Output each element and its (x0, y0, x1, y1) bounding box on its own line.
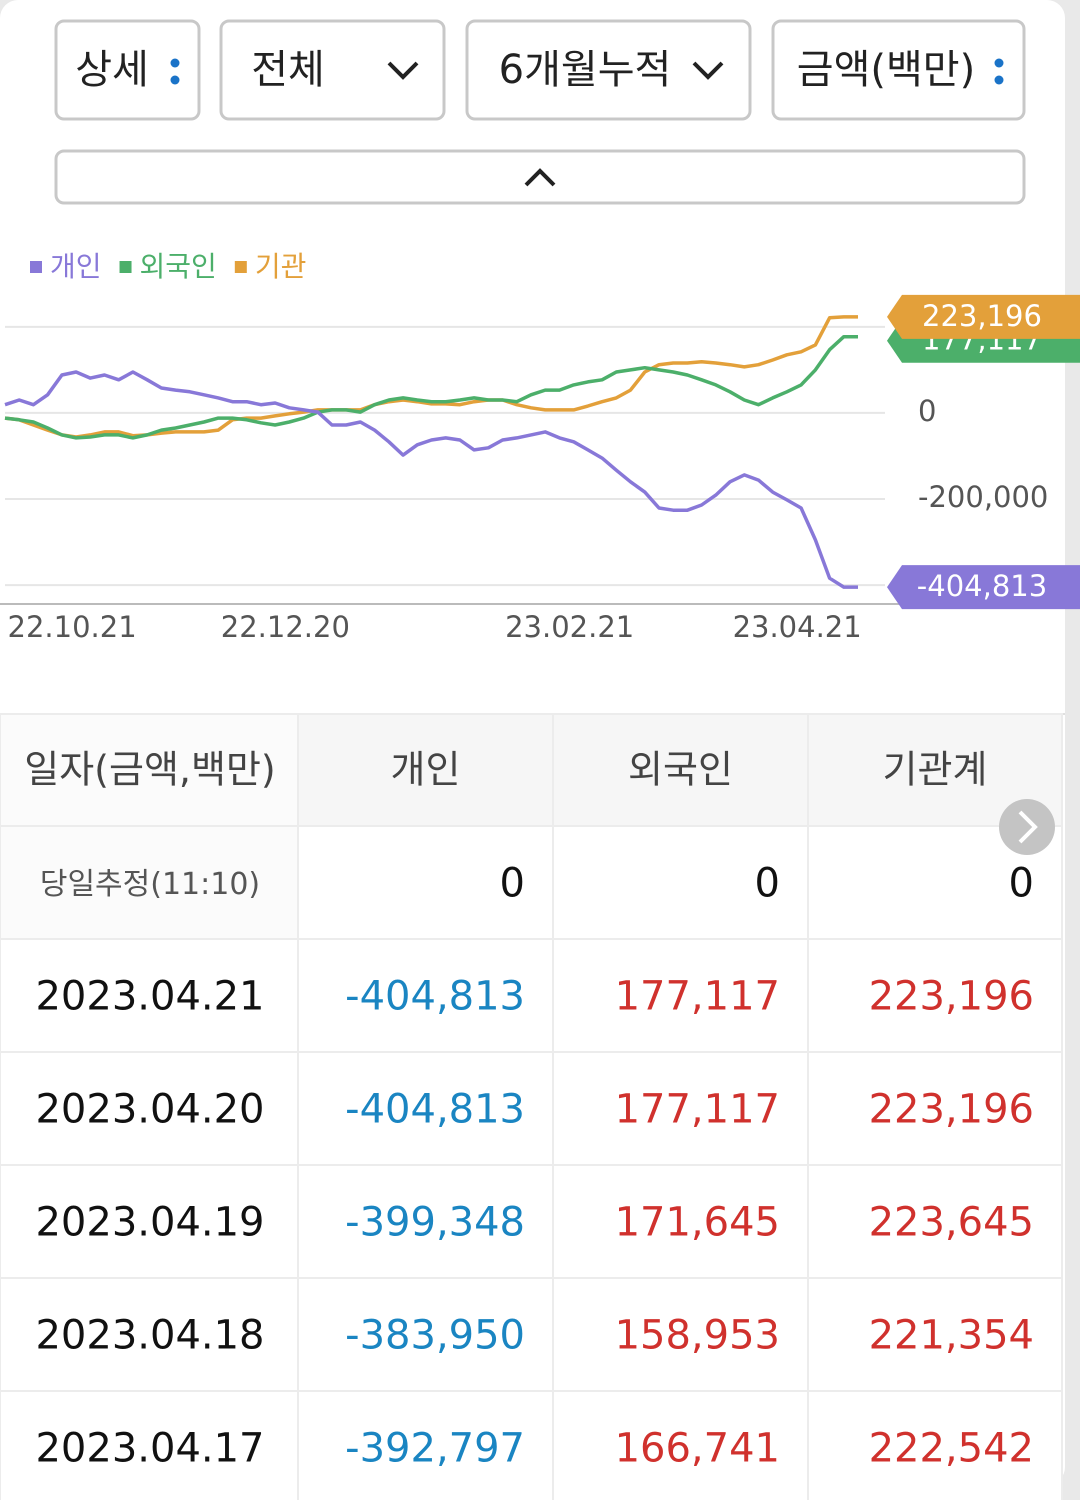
x-tick-label: 22.12.20 (221, 610, 350, 644)
amount: 0 (1009, 861, 1034, 907)
amount: 0 (755, 861, 780, 907)
legend-label: 기관 (255, 250, 307, 283)
date-label: 2023.04.19 (35, 1200, 264, 1246)
legend-swatch (234, 261, 247, 273)
estimate-label: 당일추정(11:10) (40, 867, 260, 902)
amount: 223,645 (869, 1200, 1034, 1246)
value-badge-label: -404,813 (917, 569, 1047, 603)
table-cell (0, 1390, 299, 1500)
amount: 223,196 (869, 1087, 1034, 1133)
table-cell (807, 1277, 1063, 1392)
menu-dot (994, 75, 1004, 85)
value-badge-label: 223,196 (922, 299, 1042, 333)
series-line (4, 334, 858, 440)
table-cell (297, 1277, 554, 1392)
scope-label: 전체 (251, 47, 325, 93)
x-tick-label: 23.02.21 (505, 610, 634, 644)
amount: 222,542 (869, 1426, 1034, 1472)
table-cell (552, 938, 809, 1053)
amount: 177,117 (615, 1087, 780, 1133)
scope-dropdown[interactable] (219, 19, 446, 121)
amount: 221,354 (869, 1313, 1034, 1359)
period-dropdown[interactable] (465, 19, 752, 121)
legend-swatch (30, 261, 42, 273)
chevron-up (524, 168, 556, 187)
amount: 223,196 (869, 974, 1034, 1020)
table-cell (297, 1390, 554, 1500)
table-cell (0, 938, 299, 1053)
date-label: 2023.04.17 (35, 1426, 264, 1472)
amount: 166,741 (615, 1426, 780, 1472)
detail-button[interactable] (54, 19, 201, 121)
legend-label: 외국인 (140, 250, 217, 283)
amount: -404,813 (345, 974, 525, 1020)
header-cell (297, 713, 554, 827)
table-cell (552, 1164, 809, 1279)
table-cell (552, 825, 809, 940)
table-cell (297, 1164, 554, 1279)
legend-label: 개인 (50, 250, 102, 283)
legend-swatch (119, 261, 132, 273)
amount: -404,813 (345, 1087, 525, 1133)
collapse-button[interactable] (54, 149, 1026, 205)
table-cell (297, 938, 554, 1053)
controls: 상세 전체 6개월누적 금액(백만) (54, 19, 1026, 205)
table-cell (552, 1051, 809, 1166)
y-tick-label: 0 (918, 394, 936, 428)
table-cell (552, 1277, 809, 1392)
value-badge (887, 565, 1080, 610)
chart: 개인외국인기관200,0000-200,000-400,00022.10.212… (0, 250, 1080, 644)
period-label: 6개월누적 (499, 47, 672, 93)
unit-label: 금액(백만) (797, 47, 975, 93)
unit-button[interactable] (771, 19, 1026, 121)
table-cell (807, 938, 1063, 1053)
menu-dot (170, 75, 180, 85)
chevron-down (387, 61, 419, 80)
menu-dot (994, 58, 1004, 68)
amount: 158,953 (615, 1313, 780, 1359)
x-tick-label: 23.04.21 (733, 610, 862, 644)
scroll-right-button[interactable] (999, 799, 1055, 855)
table-cell (0, 825, 299, 940)
amount: 177,117 (615, 974, 780, 1020)
amount: 171,645 (615, 1200, 780, 1246)
header-label: 일자(금액,백만) (24, 748, 276, 792)
header-label: 기관계 (883, 748, 988, 792)
table-cell (297, 1051, 554, 1166)
table-cell (0, 1051, 299, 1166)
menu-dot (170, 58, 180, 68)
header-label: 외국인 (628, 748, 733, 792)
x-tick-label: 22.10.21 (8, 610, 137, 644)
table-cell (807, 1051, 1063, 1166)
amount: -392,797 (345, 1426, 525, 1472)
detail-label: 상세 (75, 47, 149, 93)
chevron-right (1018, 810, 1038, 844)
date-label: 2023.04.18 (35, 1313, 264, 1359)
y-tick-label: -200,000 (918, 480, 1048, 514)
amount: 0 (500, 861, 525, 907)
value-badge (887, 294, 1080, 339)
series-line (4, 370, 858, 589)
header-cell (0, 713, 299, 827)
chevron-down (692, 61, 724, 80)
table-cell (297, 825, 554, 940)
table-cell (807, 1390, 1063, 1500)
amount: -399,348 (345, 1200, 525, 1246)
date-label: 2023.04.20 (35, 1087, 264, 1133)
table-cell (0, 1164, 299, 1279)
amount: -383,950 (345, 1313, 525, 1359)
header-cell (552, 713, 809, 827)
date-label: 2023.04.21 (35, 974, 264, 1020)
header-label: 개인 (391, 748, 461, 792)
